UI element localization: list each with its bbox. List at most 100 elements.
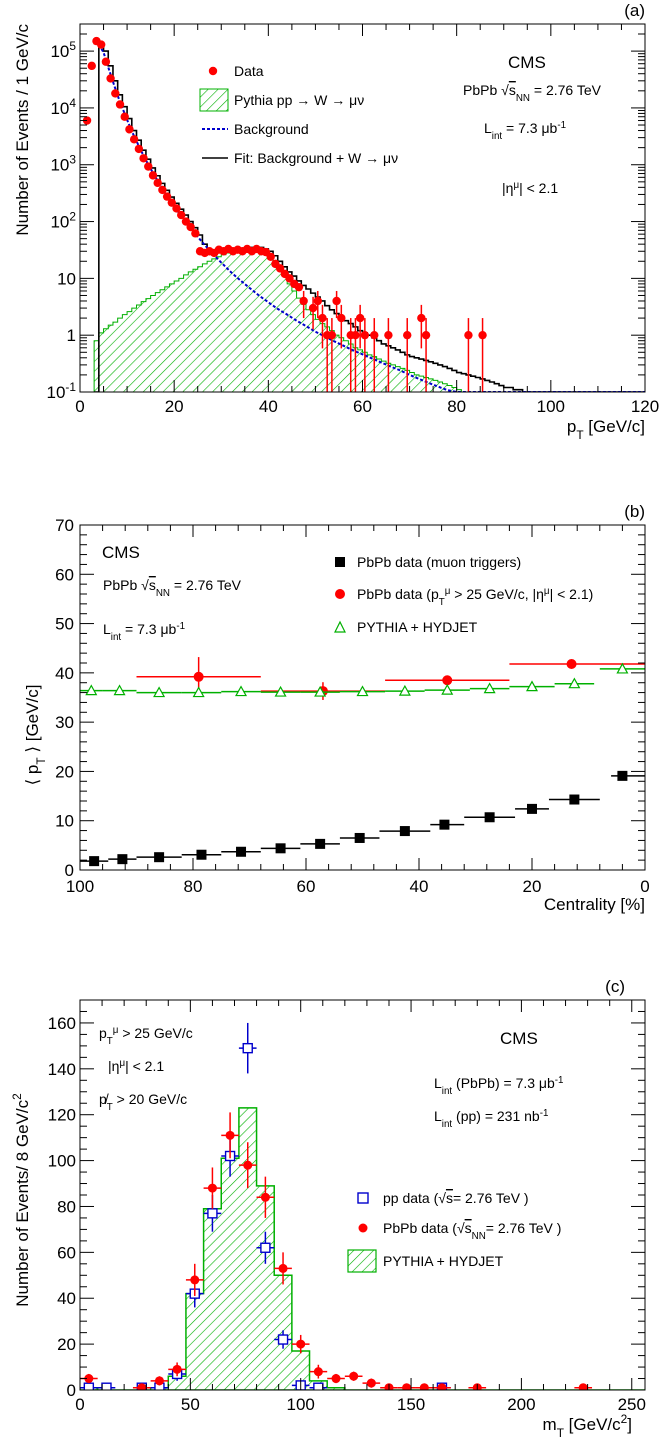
data-point: [439, 819, 450, 830]
data-point: [578, 1383, 588, 1390]
data-point: [366, 1378, 376, 1388]
data-point: [196, 849, 207, 860]
data-point: [167, 198, 177, 207]
legend-label: PbPb data (muon triggers): [357, 554, 521, 570]
panel-label: (a): [624, 1, 645, 20]
data-point: [398, 684, 411, 696]
data-point: [162, 192, 172, 201]
data-point: [360, 330, 370, 340]
data-point: [616, 662, 629, 674]
panel-label: (b): [624, 502, 645, 521]
data-point: [318, 313, 327, 323]
data-point: [313, 1382, 324, 1390]
x-tick-label: 20: [523, 877, 542, 896]
data-point: [315, 838, 326, 849]
data-point: [84, 1374, 94, 1384]
x-axis-label: Centrality [%]: [544, 895, 645, 914]
y-axis-label: Number of Events/ 8 GeV/c2: [10, 1093, 32, 1307]
data-point: [101, 57, 111, 66]
x-tick-label: 200: [507, 1395, 535, 1414]
plot-area: [80, 657, 645, 867]
x-tick-label: 80: [447, 397, 466, 416]
y-tick-label: 20: [55, 762, 74, 781]
data-point: [421, 330, 431, 340]
pt-cut-label: pTμ > 25 GeV/c: [99, 1025, 193, 1047]
data-point: [399, 826, 410, 837]
data-point: [242, 1042, 253, 1054]
x-tick-label: 60: [297, 877, 316, 896]
data-point: [89, 856, 100, 867]
x-axis-label: pT [GeV/c]: [567, 417, 645, 442]
data-point: [314, 685, 327, 697]
data-point: [129, 135, 139, 144]
data-point: [437, 1383, 447, 1390]
legend-label: PbPb data (pTμ > 25 GeV/c, |ημ| < 2.1): [357, 586, 593, 608]
x-tick-label: 250: [618, 1395, 646, 1414]
data-point: [207, 1183, 217, 1193]
data-point: [478, 330, 487, 340]
legend-label: pp data (√s= 2.76 TeV ): [383, 1190, 529, 1206]
x-tick-label: 0: [75, 1395, 84, 1414]
y-tick-label: 103: [50, 153, 76, 175]
data-point: [101, 1382, 112, 1390]
data-point: [243, 1160, 253, 1170]
legend-marker-data: [208, 66, 218, 76]
legend-label: PbPb data (√sNN= 2.76 TeV ): [383, 1220, 561, 1242]
data-point: [285, 274, 294, 283]
plot-area: [82, 36, 645, 392]
cms-label: CMS: [102, 543, 140, 562]
lumi-pp-label: Lint (pp) = 231 nb-1: [434, 1108, 548, 1130]
y-tick-label: 100: [48, 1152, 76, 1171]
y-tick-label: 30: [55, 713, 74, 732]
data-point: [484, 812, 495, 823]
data-point: [275, 264, 285, 273]
data-point: [294, 282, 304, 292]
legend-label: Pythia pp → W → μν: [234, 92, 364, 108]
data-point: [278, 1263, 288, 1273]
data-point: [296, 1339, 306, 1349]
x-tick-label: 100: [66, 877, 94, 896]
panel-b: 100 80 60 40 20 0 0 10 20 30 40 50 60 70 Centrality [%…: [23, 502, 650, 914]
plot-area: [80, 1022, 645, 1390]
data-point: [441, 683, 454, 695]
legend-label: PYTHIA + HYDJET: [383, 1253, 504, 1269]
y-axis-label: ⟨ pT ⟩ [GeV/c]: [23, 685, 48, 786]
x-tick-label: 40: [410, 877, 429, 896]
panel-a: 0 20 40 60 80 100 120 10-1 1 10 102 103 104 105 pT [Ge…: [13, 1, 659, 442]
data-point: [274, 685, 287, 697]
cms-label: CMS: [500, 1029, 538, 1048]
data-point: [356, 685, 369, 697]
legend-label: Fit: Background + W → μν: [234, 150, 398, 166]
y-tick-label: 102: [50, 210, 76, 232]
data-point: [139, 154, 148, 163]
data-point: [308, 303, 318, 313]
met-cut-label: p̸T > 20 GeV/c: [99, 1091, 187, 1113]
x-tick-label: 100: [537, 397, 565, 416]
data-point: [566, 658, 577, 669]
data-point: [83, 1382, 95, 1390]
data-point: [260, 1192, 270, 1202]
data-point: [193, 671, 204, 682]
y-axis-label: Number of Events / 1 GeV/c: [13, 24, 32, 236]
data-point: [384, 330, 393, 340]
data-point: [87, 61, 96, 71]
y-tick-label: 104: [50, 96, 76, 118]
data-point: [148, 171, 158, 180]
x-tick-label: 100: [287, 1395, 315, 1414]
data-point: [106, 74, 115, 83]
data-point: [144, 162, 153, 171]
data-point: [569, 794, 580, 805]
pythia-histogram: [80, 1107, 645, 1390]
x-tick-label: 150: [397, 1395, 425, 1414]
data-point: [111, 89, 120, 98]
data-point: [260, 1242, 271, 1253]
data-point: [137, 1383, 147, 1390]
y-tick-label: 60: [57, 1243, 76, 1262]
data-point: [351, 330, 360, 340]
data-point: [125, 125, 134, 134]
y-tick-label: 10: [55, 812, 74, 831]
data-point: [134, 144, 144, 154]
data-point: [525, 680, 539, 692]
